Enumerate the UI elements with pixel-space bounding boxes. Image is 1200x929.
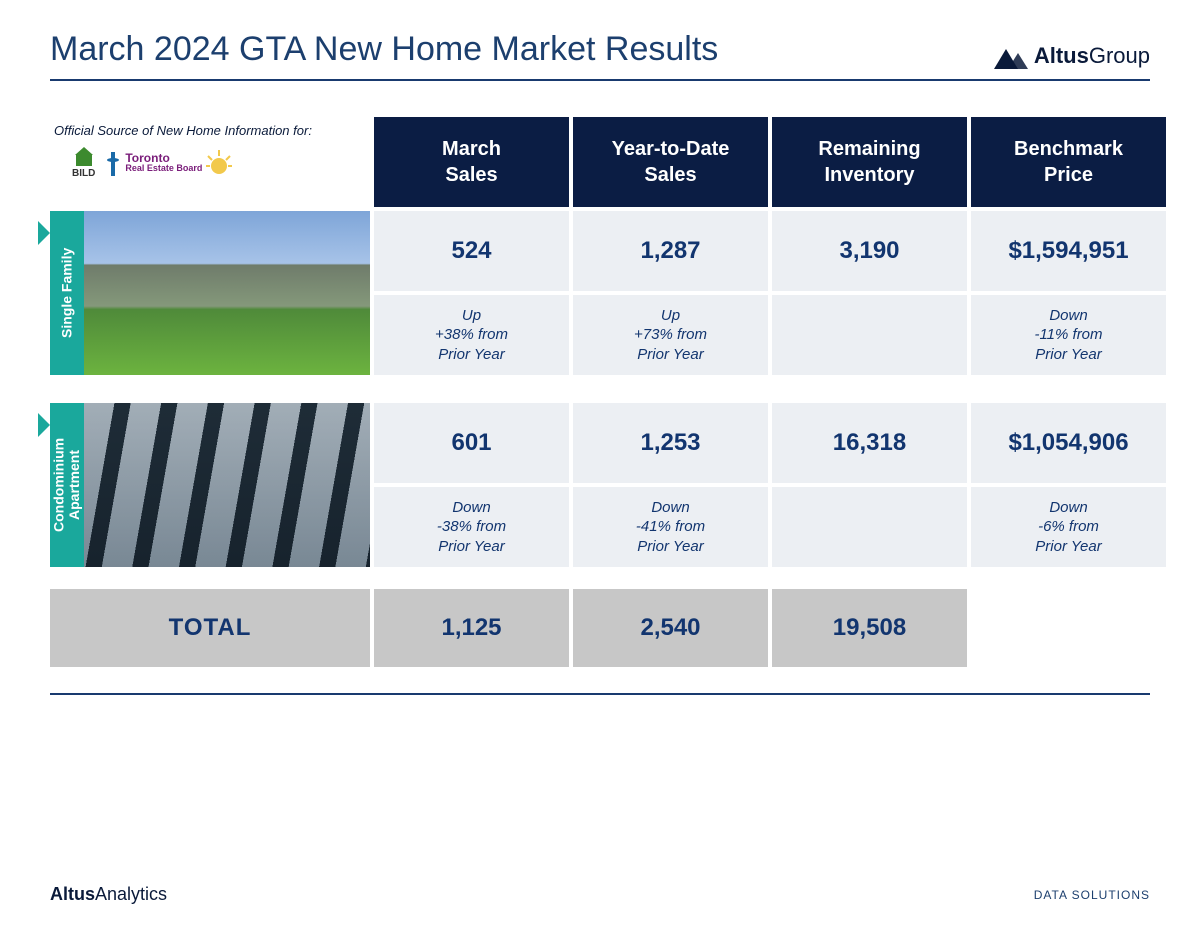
category-image [84,403,370,567]
header-rule [50,79,1150,81]
footer: AltusAnalytics DATA SOLUTIONS [50,884,1150,905]
column-header: Benchmark Price [971,117,1166,207]
column-header: Remaining Inventory [772,117,967,207]
value-cell: 524 [374,211,569,291]
total-label: TOTAL [50,589,370,667]
total-value: 19,508 [772,589,967,667]
column-header: March Sales [374,117,569,207]
value-cell: 3,190 [772,211,967,291]
delta-cell: Down -41% from Prior Year [573,487,768,567]
delta-cell [772,487,967,567]
bild-icon [73,146,95,168]
data-grid: Official Source of New Home Information … [50,117,1150,567]
value-cell: 1,287 [573,211,768,291]
delta-cell: Down -11% from Prior Year [971,295,1166,375]
value-cell: $1,054,906 [971,403,1166,483]
delta-cell: Down -38% from Prior Year [374,487,569,567]
category-tab: Condominium Apartment [50,403,84,567]
source-cell: Official Source of New Home Information … [50,117,370,207]
footer-left-bold: Altus [50,884,95,904]
category-image [84,211,370,375]
delta-cell: Down -6% from Prior Year [971,487,1166,567]
value-cell: 601 [374,403,569,483]
bild-text: BILD [72,168,95,179]
delta-cell [772,295,967,375]
category-tab: Single Family [50,211,84,375]
total-value: 2,540 [573,589,768,667]
footer-rule [50,693,1150,695]
footer-left-light: Analytics [95,884,167,904]
page-title: March 2024 GTA New Home Market Results [50,30,718,69]
category-cell: Condominium Apartment [50,403,370,567]
brand-logo-top: AltusGroup [994,43,1150,69]
category-cell: Single Family [50,211,370,375]
footer-brand-left: AltusAnalytics [50,884,167,905]
value-cell: $1,594,951 [971,211,1166,291]
value-cell: 16,318 [772,403,967,483]
brand-main: Altus [1034,43,1089,68]
total-value [971,589,1166,667]
value-cell: 1,253 [573,403,768,483]
treb-line2: Real Estate Board [125,164,202,173]
delta-cell: Up +38% from Prior Year [374,295,569,375]
cn-tower-icon [103,148,123,178]
column-header: Year-to-Date Sales [573,117,768,207]
delta-cell: Up +73% from Prior Year [573,295,768,375]
sun-icon [204,148,234,178]
total-value: 1,125 [374,589,569,667]
brand-sub: Group [1089,43,1150,68]
footer-brand-right: DATA SOLUTIONS [1034,888,1150,902]
totals-row: TOTAL1,1252,54019,508 [50,589,1150,667]
altus-mark-icon [994,45,1028,69]
source-tagline: Official Source of New Home Information … [54,123,366,138]
row-spacer [50,379,1166,399]
bild-logo: BILD [72,146,95,179]
treb-logo: Toronto Real Estate Board [103,148,234,178]
source-logos: BILD Toronto Real Estate Board [54,146,366,179]
